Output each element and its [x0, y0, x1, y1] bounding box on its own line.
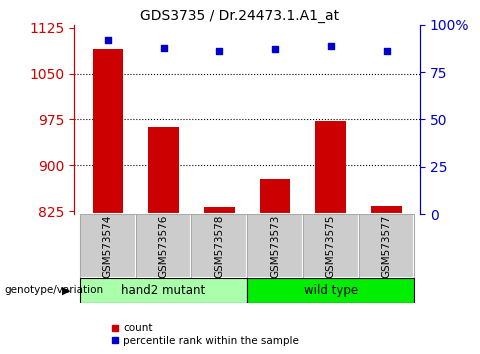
- Bar: [136, 214, 192, 278]
- Bar: [93, 49, 123, 214]
- Text: GSM573573: GSM573573: [270, 214, 280, 278]
- Point: [327, 43, 335, 48]
- Point: [160, 45, 168, 50]
- Text: GSM573578: GSM573578: [215, 214, 224, 278]
- Bar: [204, 207, 235, 214]
- Text: GSM573575: GSM573575: [326, 214, 336, 278]
- Point: [271, 47, 279, 52]
- Text: GSM573577: GSM573577: [382, 214, 392, 278]
- Bar: [80, 278, 247, 303]
- Legend: count, percentile rank within the sample: count, percentile rank within the sample: [111, 322, 300, 347]
- Bar: [80, 214, 136, 278]
- Bar: [260, 179, 290, 214]
- Text: hand2 mutant: hand2 mutant: [121, 284, 206, 297]
- Bar: [371, 206, 402, 214]
- Bar: [303, 214, 359, 278]
- Bar: [192, 214, 247, 278]
- Bar: [247, 214, 303, 278]
- Text: GDS3735 / Dr.24473.1.A1_at: GDS3735 / Dr.24473.1.A1_at: [141, 9, 339, 23]
- Bar: [315, 121, 346, 214]
- Text: wild type: wild type: [304, 284, 358, 297]
- Point: [216, 48, 223, 54]
- Text: ▶: ▶: [62, 285, 71, 295]
- Text: GSM573576: GSM573576: [158, 214, 168, 278]
- Text: genotype/variation: genotype/variation: [5, 285, 104, 295]
- Bar: [359, 214, 414, 278]
- Point: [104, 37, 112, 43]
- Bar: [148, 127, 179, 214]
- Bar: [247, 278, 414, 303]
- Point: [383, 48, 390, 54]
- Text: GSM573574: GSM573574: [103, 214, 113, 278]
